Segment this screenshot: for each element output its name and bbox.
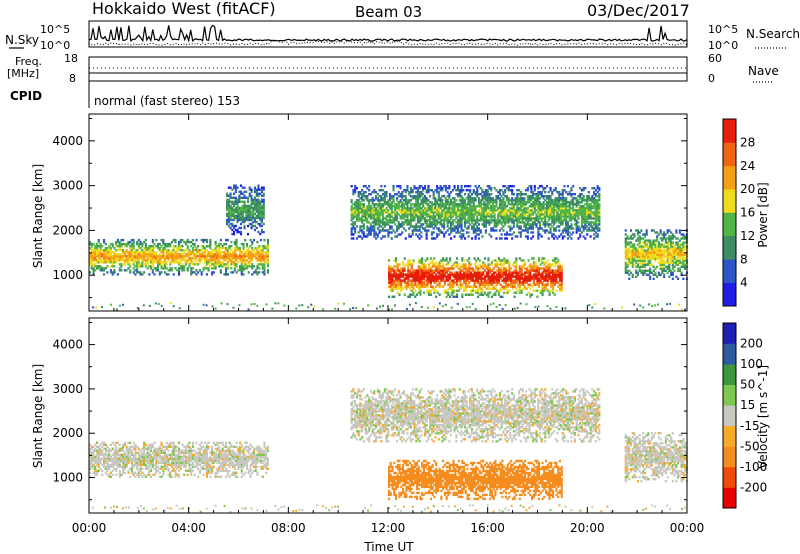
velocity-colorbar-label: Velocity [m s^-1] xyxy=(756,365,770,469)
power-colorbar-swatch xyxy=(723,189,736,213)
time-axis: 00:00 04:00 08:00 12:00 16:00 20:00 00:00 xyxy=(72,114,705,535)
power-colorbar-swatch xyxy=(723,119,736,143)
noise-tick-top-left: 10^5 xyxy=(40,23,70,36)
velocity-colorbar-tick: -200 xyxy=(740,480,767,494)
power-colorbar-tick: 20 xyxy=(740,182,755,196)
date-label: 03/Dec/2017 xyxy=(587,1,690,20)
ytick-label: 3000 xyxy=(52,179,83,193)
xtick-label: 00:00 xyxy=(670,521,705,535)
power-ylabel: Slant Range [km] xyxy=(31,164,45,268)
noise-tick-top-right: 10^5 xyxy=(708,23,738,36)
freq-unit-label: [MHz] xyxy=(7,67,39,80)
velocity-colorbar-swatch xyxy=(723,487,736,509)
power-colorbar: 4 8 12 16 20 24 28 xyxy=(722,118,755,307)
nave-tick-bottom: 0 xyxy=(708,72,715,85)
velocity-colorbar-tick: 100 xyxy=(740,357,763,371)
plot-title: Hokkaido West (fitACF) xyxy=(92,0,276,18)
cpid-text: normal (fast stereo) 153 xyxy=(94,94,240,108)
velocity-colorbar-tick: 50 xyxy=(740,378,755,392)
velocity-region-2 xyxy=(388,459,563,501)
velocity-colorbar-swatch xyxy=(723,364,736,385)
velocity-colorbar-tick: 15 xyxy=(740,398,755,412)
power-panel: 1000 2000 3000 4000 xyxy=(52,113,688,312)
time-axis-label: Time UT xyxy=(363,540,414,554)
noise-panel xyxy=(88,20,688,48)
power-colorbar-tick: 24 xyxy=(740,159,755,173)
nave-label: Nave xyxy=(748,64,779,78)
power-region-4 xyxy=(624,229,688,280)
power-ground-scatter xyxy=(92,302,686,311)
xtick-label: 16:00 xyxy=(470,521,505,535)
nsearch-label: N.Search xyxy=(746,27,800,41)
power-colorbar-label: Power [dB] xyxy=(756,182,770,247)
noise-search-trace xyxy=(88,39,688,46)
power-colorbar-tick: 4 xyxy=(740,276,748,290)
power-colorbar-swatch xyxy=(723,142,736,167)
velocity-colorbar-swatch xyxy=(723,446,736,468)
velocity-colorbar-swatch xyxy=(723,384,736,406)
power-region-0 xyxy=(89,238,269,276)
velocity-colorbar-tick: -15 xyxy=(740,419,760,433)
xtick-label: 12:00 xyxy=(371,521,406,535)
power-colorbar-tick: 16 xyxy=(740,206,755,220)
velocity-region-1 xyxy=(350,388,601,443)
power-colorbar-swatch xyxy=(723,282,736,307)
freq-tick-bottom: 8 xyxy=(69,72,76,85)
velocity-region-0 xyxy=(89,441,269,478)
power-colorbar-tick: 28 xyxy=(740,135,755,149)
velocity-colorbar-tick: -50 xyxy=(740,439,760,453)
velocity-ylabel: Slant Range [km] xyxy=(31,364,45,468)
cpid-label: CPID xyxy=(10,89,42,103)
xtick-label: 20:00 xyxy=(570,521,605,535)
power-colorbar-swatch xyxy=(723,165,736,190)
velocity-colorbar: -200 -100 -50 -15 15 50 100 200 xyxy=(722,322,767,509)
noise-tick-bottom-right: 10^0 xyxy=(708,39,738,52)
velocity-panel: 1000 2000 3000 4000 xyxy=(52,317,688,514)
velocity-colorbar-tick: 200 xyxy=(740,337,763,351)
power-colorbar-swatch xyxy=(723,259,736,283)
velocity-colorbar-swatch xyxy=(723,405,736,427)
velocity-colorbar-swatch xyxy=(723,343,736,365)
noise-tick-bottom-left: 10^0 xyxy=(40,39,70,52)
velocity-colorbar-swatch xyxy=(723,425,736,447)
ytick-label: 3000 xyxy=(52,382,83,396)
ytick-label: 2000 xyxy=(52,223,83,237)
ytick-label: 4000 xyxy=(52,338,83,352)
power-region-3 xyxy=(388,257,563,298)
freq-panel xyxy=(88,56,688,82)
velocity-ground-scatter xyxy=(92,504,686,513)
power-colorbar-swatch xyxy=(723,235,736,260)
nsky-label: N.Sky xyxy=(5,33,39,47)
ytick-label: 2000 xyxy=(52,426,83,440)
freq-label: Freq. xyxy=(15,55,42,68)
power-colorbar-swatch xyxy=(723,212,736,237)
power-colorbar-frame xyxy=(722,118,737,307)
beam-label: Beam 03 xyxy=(355,3,422,21)
velocity-region-3 xyxy=(624,432,688,483)
xtick-label: 04:00 xyxy=(171,521,206,535)
velocity-colorbar-swatch xyxy=(723,323,736,344)
power-region-1 xyxy=(226,184,265,236)
ytick-label: 1000 xyxy=(52,268,83,282)
noise-sky-trace xyxy=(88,24,688,43)
velocity-colorbar-swatch xyxy=(723,466,736,488)
ytick-label: 1000 xyxy=(52,471,83,485)
velocity-colorbar-tick: -100 xyxy=(740,460,767,474)
velocity-colorbar-frame xyxy=(722,322,737,509)
xtick-label: 00:00 xyxy=(72,521,107,535)
power-colorbar-tick: 12 xyxy=(740,229,755,243)
ytick-label: 4000 xyxy=(52,134,83,148)
xtick-label: 08:00 xyxy=(271,521,306,535)
power-region-2 xyxy=(350,185,601,240)
freq-tick-top: 18 xyxy=(64,52,78,65)
nave-tick-top: 60 xyxy=(708,52,722,65)
power-colorbar-tick: 8 xyxy=(740,252,748,266)
